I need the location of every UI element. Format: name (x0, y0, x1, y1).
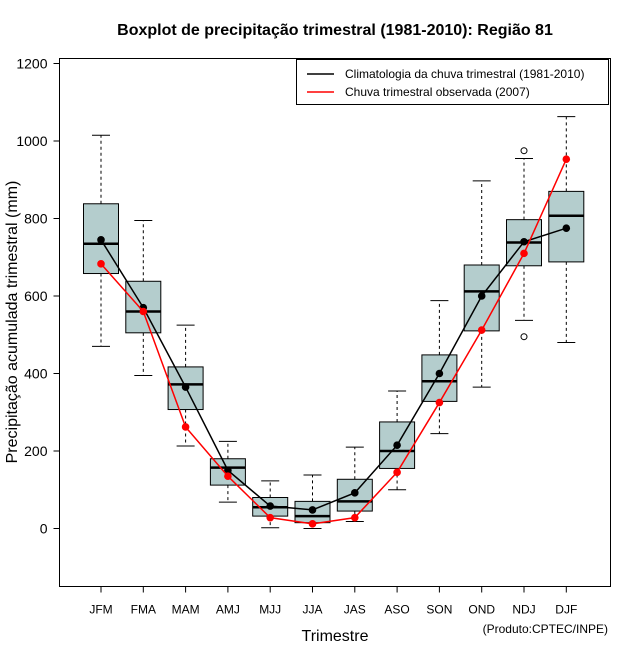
legend-label-climatology: Climatologia da chuva trimestral (1981-2… (345, 67, 584, 81)
x-tick-label: DJF (555, 603, 577, 617)
x-tick-label: MAM (172, 603, 200, 617)
series-point-1 (520, 249, 528, 258)
series-point-1 (308, 520, 317, 528)
series-point-0 (97, 236, 105, 244)
box-OND (463, 180, 500, 388)
y-tick-label: 200 (24, 443, 48, 459)
x-tick-label: AMJ (216, 603, 240, 617)
series-point-0 (477, 292, 486, 300)
x-tick-label: MJJ (259, 603, 281, 617)
y-axis: 0 200 400 600 800 1000 1200 (16, 56, 60, 537)
x-tick-label: JJA (302, 603, 322, 617)
series-point-1 (393, 468, 401, 477)
series-point-0 (224, 466, 232, 475)
series-point-0 (435, 369, 444, 378)
y-tick-label: 800 (24, 211, 48, 227)
x-tick-label: ASO (384, 603, 409, 617)
series-point-0 (181, 383, 190, 391)
x-tick-label: SON (426, 603, 452, 617)
outlier-point (520, 333, 528, 341)
series-point-0 (520, 237, 528, 246)
series-point-1 (435, 398, 444, 407)
box-JAS (336, 446, 373, 523)
y-tick-label: 1000 (16, 133, 47, 149)
x-axis-title: Trimestre (302, 628, 369, 645)
box-SON (421, 300, 458, 435)
series-point-0 (266, 502, 275, 510)
legend-label-observed: Chuva trimestral observada (2007) (345, 85, 530, 99)
y-tick-label: 400 (24, 366, 48, 382)
series-point-1 (139, 307, 148, 316)
credit-text: (Produto:CPTEC/INPE) (483, 622, 608, 636)
chart-title: Boxplot de precipitação trimestral (1981… (117, 22, 553, 39)
x-tick-label: JAS (344, 603, 366, 617)
series-point-0 (308, 506, 317, 514)
series-point-1 (562, 155, 571, 164)
series-point-0 (393, 441, 401, 449)
x-tick-label: JFM (89, 603, 112, 617)
series-point-1 (97, 260, 105, 268)
series-point-1 (477, 326, 486, 334)
series-point-0 (351, 489, 359, 497)
series-group (97, 155, 571, 528)
x-tick-label: NDJ (512, 603, 535, 617)
y-tick-label: 1200 (16, 56, 47, 72)
x-tick-label: OND (468, 603, 495, 617)
outlier-point (520, 147, 528, 155)
x-tick-label: FMA (131, 603, 156, 617)
series-point-1 (224, 472, 232, 480)
series-line-0 (100, 227, 567, 511)
series-line-1 (100, 158, 567, 525)
y-tick-label: 0 (40, 521, 48, 537)
series-point-1 (181, 423, 190, 431)
legend: Climatologia da chuva trimestral (1981-2… (296, 59, 609, 105)
legend-box (296, 59, 609, 105)
series-point-1 (266, 513, 275, 522)
boxes-group (83, 116, 585, 529)
x-axis: JFM FMA MAM AMJ MJJ JJA JAS ASO SON OND NDJ DJF (89, 586, 577, 617)
y-axis-title: Precipitação acumulada trimestral (mm) (4, 181, 21, 464)
y-tick-label: 600 (24, 288, 48, 304)
series-point-1 (351, 513, 359, 522)
series-point-0 (562, 224, 571, 232)
